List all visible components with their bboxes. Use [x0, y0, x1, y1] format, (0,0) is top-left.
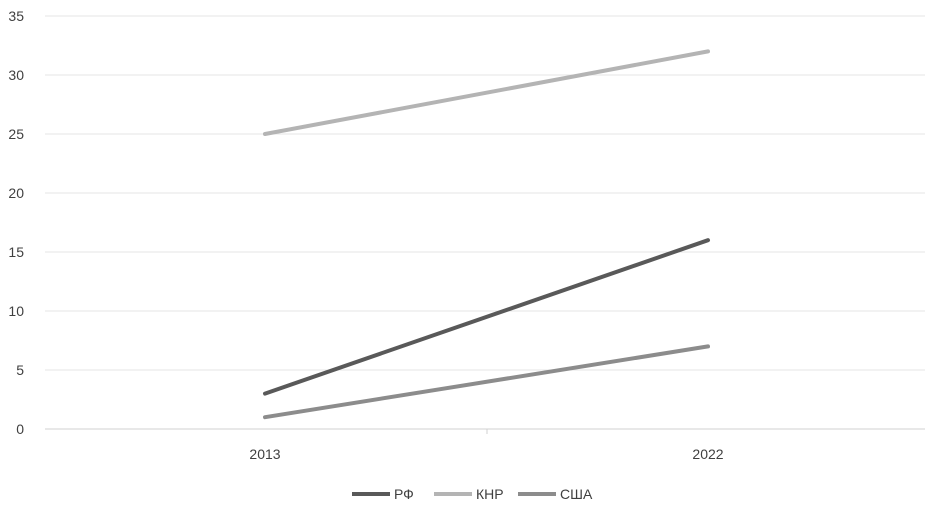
legend-label: КНР — [476, 486, 504, 502]
y-tick-label: 20 — [8, 185, 24, 201]
y-tick-label: 5 — [16, 362, 24, 378]
y-tick-label: 35 — [8, 8, 24, 24]
y-tick-label: 10 — [8, 303, 24, 319]
legend-label: РФ — [394, 486, 414, 502]
series-lines — [263, 49, 710, 420]
series-line — [263, 49, 710, 136]
legend: РФ КНР США — [352, 486, 593, 502]
series-line — [263, 238, 710, 396]
gridlines — [45, 15, 925, 371]
y-tick-label: 30 — [8, 67, 24, 83]
y-tick-label: 0 — [16, 421, 24, 437]
y-tick-label: 25 — [8, 126, 24, 142]
x-tick-label: 2022 — [692, 446, 723, 462]
series-line — [263, 344, 710, 420]
legend-label: США — [560, 486, 593, 502]
y-axis-ticks: 0 5 10 15 20 25 30 35 — [8, 8, 24, 437]
x-tick-label: 2013 — [249, 446, 280, 462]
y-tick-label: 15 — [8, 244, 24, 260]
x-axis-ticks: 2013 2022 — [249, 446, 723, 462]
